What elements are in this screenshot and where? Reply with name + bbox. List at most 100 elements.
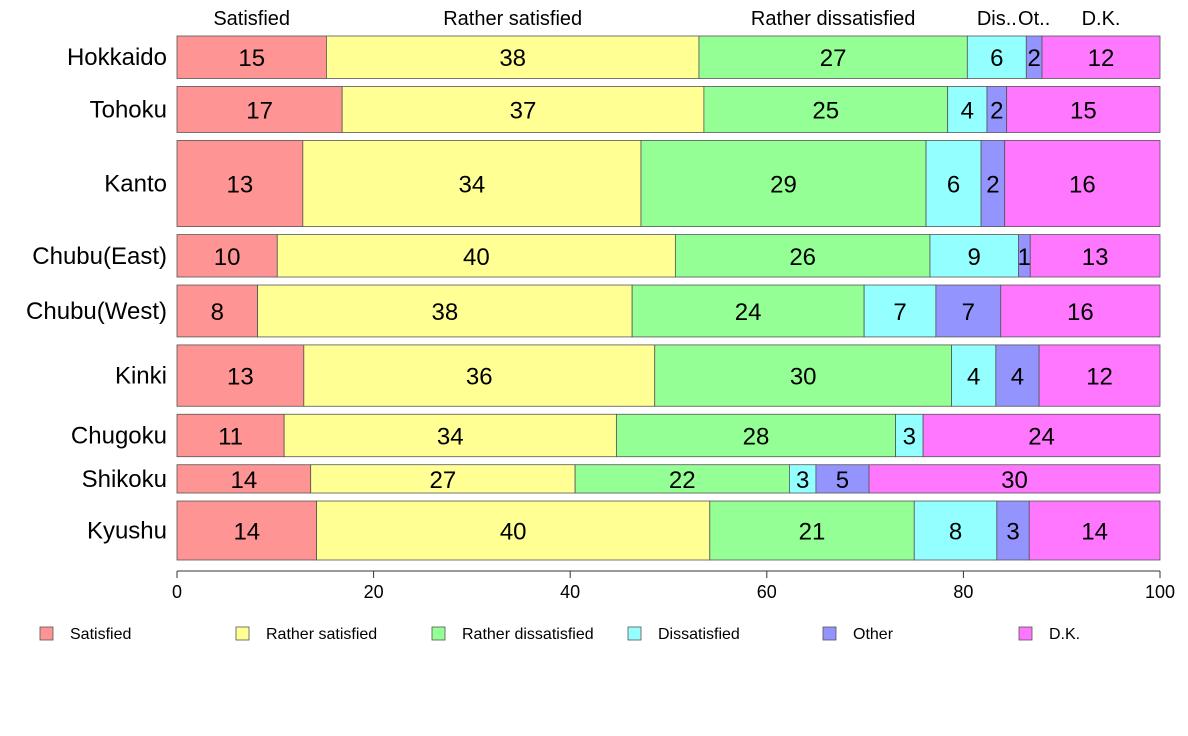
segment-label: 8: [949, 519, 962, 546]
bar-segment: [674, 234, 931, 278]
bar-row: Tohoku 17 37 25 4 2 15: [90, 86, 1161, 133]
segment-label: 34: [459, 172, 486, 199]
segment-label: 2: [986, 172, 999, 199]
legend-label: D.K.: [1049, 626, 1080, 643]
legend-item: Other: [822, 626, 894, 643]
segment-label: 15: [238, 45, 265, 72]
legend-label: Dissatisfied: [658, 626, 740, 643]
bar-segment: [176, 86, 343, 133]
bar-row: Kyushu 14 40 21 8 3 14: [87, 500, 1161, 561]
segment-label: 38: [499, 45, 526, 72]
segment-label: 30: [1001, 467, 1028, 494]
bar-segment: [176, 284, 259, 338]
segment-label: 16: [1069, 172, 1096, 199]
row-label: Kinki: [115, 363, 167, 390]
legend-item: Satisfied: [39, 626, 131, 643]
segment-label: 4: [1011, 364, 1024, 391]
bar-row: Hokkaido 15 38 27 6 2 12: [67, 35, 1161, 79]
bar-segment: [925, 140, 982, 227]
segment-label: 15: [1070, 97, 1097, 124]
bar-segment: [176, 500, 317, 561]
row-label: Kyushu: [87, 518, 167, 545]
legend-swatch: [39, 626, 54, 641]
bar-row: Chugoku 11 34 28 3 24: [71, 413, 1161, 458]
row-label: Tohoku: [90, 96, 167, 123]
row-label: Chubu(West): [26, 298, 167, 325]
x-tick-label: 60: [757, 582, 777, 602]
segment-label: 17: [246, 97, 273, 124]
row-label: Shikoku: [82, 466, 167, 493]
legend-swatch: [822, 626, 837, 641]
segment-label: 3: [903, 423, 916, 450]
bar-segment: [176, 35, 327, 79]
bar-segment: [310, 464, 576, 494]
bar-segment: [303, 344, 656, 407]
bar-segment: [709, 500, 915, 561]
column-header: Ot..: [1018, 8, 1050, 30]
bar-segment: [176, 234, 278, 278]
segment-label: 24: [1028, 423, 1055, 450]
segment-label: 22: [669, 467, 696, 494]
bar-row: Chubu(East) 10 40 26 9 1 13: [32, 234, 1161, 278]
bar-segment: [176, 413, 285, 458]
segment-label: 6: [990, 45, 1003, 72]
legend-item: Dissatisfied: [627, 626, 740, 643]
segment-label: 14: [230, 467, 257, 494]
bar-row: Kanto 13 34 29 6 2 16: [104, 140, 1161, 227]
legend: Satisfied Rather satisfied Rather dissatis…: [39, 626, 1080, 643]
segment-label: 11: [218, 423, 243, 450]
segment-label: 29: [770, 172, 797, 199]
bar-segment: [995, 344, 1040, 407]
row-label: Kanto: [104, 171, 167, 198]
segment-label: 13: [1082, 244, 1109, 271]
row-label: Chubu(East): [32, 243, 167, 270]
column-header: Satisfied: [213, 8, 290, 30]
x-tick-label: 0: [172, 582, 182, 602]
bar-segment: [895, 413, 924, 458]
bar-segment: [654, 344, 953, 407]
bar-segment: [640, 140, 927, 227]
x-tick-label: 40: [560, 582, 580, 602]
bar-row: Kinki 13 36 30 4 4 12: [115, 344, 1161, 407]
bar-segment: [1029, 234, 1161, 278]
segment-label: 8: [211, 299, 224, 326]
bar-segment: [947, 86, 988, 133]
segment-label: 37: [510, 97, 537, 124]
column-headers: Satisfied Rather satisfied Rather dissatis…: [213, 8, 1120, 30]
bar-segment: [176, 464, 312, 494]
legend-swatch: [627, 626, 642, 641]
row-label: Hokkaido: [67, 44, 167, 71]
segment-label: 34: [437, 423, 464, 450]
segment-label: 13: [227, 364, 254, 391]
bar-segment: [868, 464, 1161, 494]
legend-swatch: [235, 626, 250, 641]
bar-segment: [815, 464, 870, 494]
segment-label: 25: [812, 97, 839, 124]
legend-swatch: [1018, 626, 1033, 641]
segment-label: 5: [836, 467, 849, 494]
segment-label: 6: [947, 172, 960, 199]
legend-item: Rather dissatisfied: [431, 626, 594, 643]
segment-label: 14: [233, 519, 260, 546]
legend-label: Satisfied: [70, 626, 131, 643]
bar-row: Shikoku 14 27 22 3 5 30: [82, 464, 1161, 494]
legend-item: D.K.: [1018, 626, 1080, 643]
segment-label: 4: [961, 97, 974, 124]
segment-label: 40: [463, 244, 490, 271]
row-label: Chugoku: [71, 422, 167, 449]
bar-segment: [863, 284, 937, 338]
bar-segment: [276, 234, 676, 278]
legend-label: Rather dissatisfied: [462, 626, 594, 643]
segment-label: 3: [1006, 519, 1019, 546]
bar-segment: [341, 86, 705, 133]
bar-segment: [1000, 284, 1161, 338]
bar-segment: [1006, 86, 1161, 133]
x-tick-label: 100: [1145, 582, 1175, 602]
bar-row: Chubu(West) 8 38 24 7 7 16: [26, 284, 1161, 338]
bar-segment: [574, 464, 790, 494]
column-header: Rather dissatisfied: [751, 8, 916, 30]
bar-segment: [996, 500, 1030, 561]
legend-label: Other: [853, 626, 894, 643]
column-header: Dis..: [977, 8, 1017, 30]
